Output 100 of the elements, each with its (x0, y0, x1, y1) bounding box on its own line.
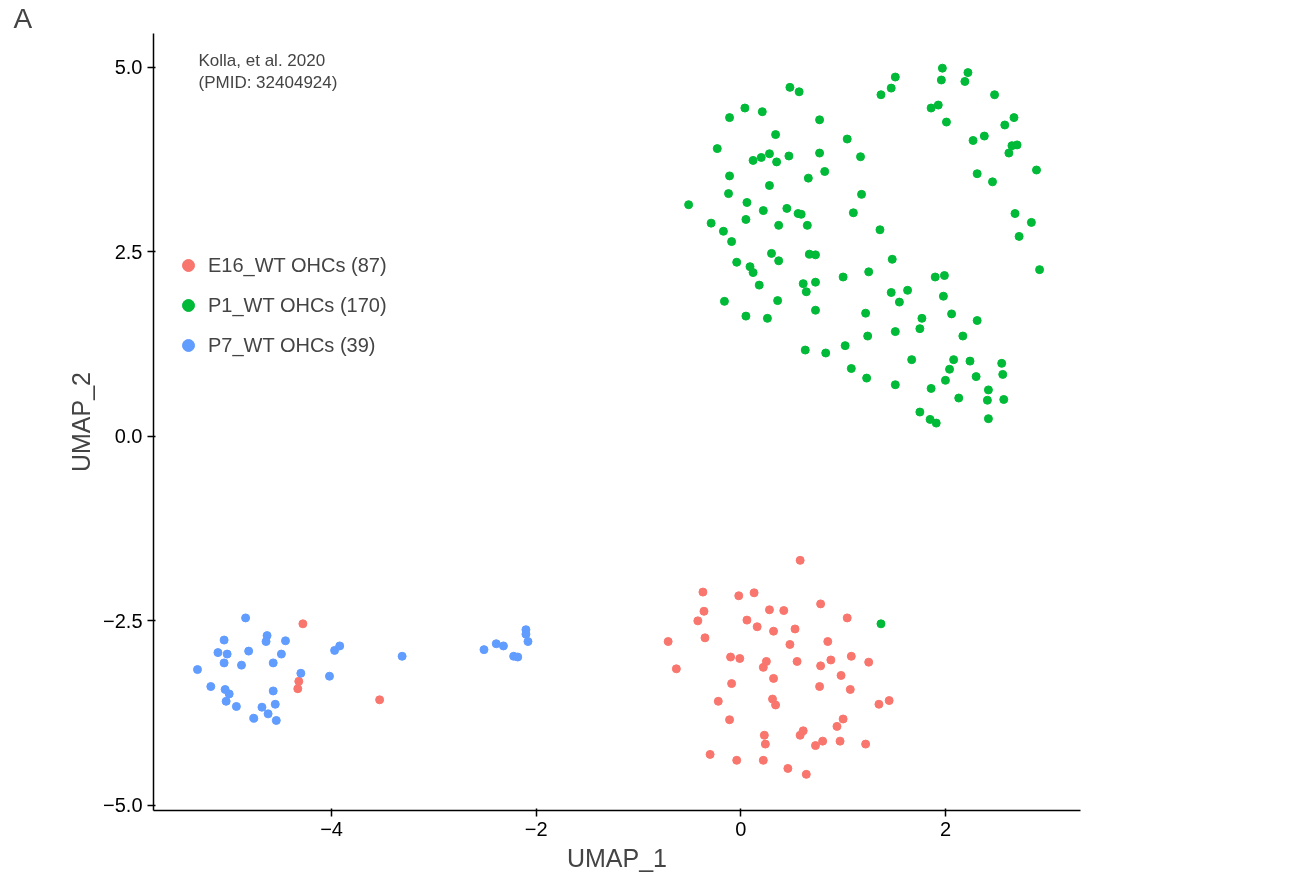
point (705, 749, 715, 759)
point (823, 637, 833, 647)
legend-label: P1_WT OHCs (170) (208, 293, 387, 317)
point (795, 730, 805, 740)
y-tick-label: 0.0 (114, 425, 143, 448)
point (268, 686, 278, 696)
point (280, 636, 290, 646)
point (725, 715, 735, 725)
point (811, 741, 820, 751)
point (699, 606, 709, 616)
point (231, 701, 241, 711)
point (726, 652, 736, 662)
point (479, 645, 489, 655)
text: A (13, 2, 33, 34)
y-tick-label: 2.5 (114, 240, 143, 263)
point (261, 637, 271, 647)
point (263, 709, 273, 719)
point (884, 696, 894, 706)
point (700, 633, 710, 643)
point (842, 613, 852, 623)
x-tick-label: 2 (939, 817, 951, 840)
point (735, 654, 745, 663)
point (375, 695, 385, 705)
point (513, 652, 523, 662)
point (832, 721, 842, 731)
point (795, 555, 805, 565)
point (838, 714, 848, 724)
point (236, 660, 246, 670)
point (270, 699, 280, 709)
point (818, 736, 828, 746)
y-axis-title: UMAP_2 (67, 371, 96, 473)
point (758, 755, 768, 765)
point (298, 619, 308, 629)
point (222, 649, 232, 659)
point (861, 739, 871, 749)
point (523, 637, 533, 647)
point (213, 648, 223, 658)
point (498, 641, 508, 651)
point (693, 616, 703, 626)
point (764, 605, 774, 615)
point (324, 671, 334, 681)
point (221, 696, 231, 706)
point (732, 755, 742, 765)
point (206, 682, 216, 692)
y-tick-label: 5.0 (114, 56, 143, 79)
point (241, 613, 251, 623)
point (276, 649, 286, 659)
point (491, 639, 501, 649)
legend-label: P7_WT OHCs (39) (208, 333, 376, 357)
x-tick-label: −4 (320, 817, 343, 840)
point (769, 673, 779, 683)
point (249, 713, 259, 723)
point (397, 651, 407, 661)
point (845, 684, 855, 694)
point (752, 622, 762, 632)
point (293, 684, 303, 694)
x-tick-label: 0 (735, 817, 747, 840)
point (698, 587, 708, 597)
point (815, 682, 825, 692)
y-tick-label: −5.0 (103, 794, 143, 817)
point (713, 696, 723, 706)
point (193, 665, 202, 675)
point (335, 641, 345, 651)
point (874, 699, 884, 709)
point (296, 668, 306, 678)
point (816, 599, 826, 609)
point (742, 615, 752, 625)
point (749, 588, 759, 598)
point (257, 702, 267, 712)
point (864, 657, 874, 667)
point (219, 658, 229, 668)
point (783, 763, 793, 773)
y-tick-label: −2.5 (103, 609, 143, 632)
point (219, 635, 229, 645)
point (734, 591, 744, 601)
point (727, 679, 737, 689)
point (792, 656, 802, 666)
point (244, 646, 254, 656)
point (816, 661, 826, 671)
point (224, 689, 234, 699)
point (836, 670, 846, 680)
point (760, 739, 770, 749)
point (771, 700, 781, 710)
point (826, 655, 836, 665)
point (663, 637, 673, 647)
point (835, 736, 845, 746)
annotation: Kolla, et al. 2020 (PMID: 32404924) (198, 50, 338, 93)
point (671, 664, 681, 674)
x-axis-title: UMAP_1 (566, 843, 668, 872)
point (790, 624, 800, 634)
point (769, 626, 779, 636)
point (801, 769, 811, 779)
legend-label: E16_WT OHCs (87) (208, 253, 387, 277)
point (271, 715, 281, 725)
point (268, 658, 278, 668)
x-tick-label: −2 (524, 817, 548, 840)
point (785, 639, 795, 649)
point (758, 662, 768, 672)
point (759, 730, 769, 740)
point (846, 651, 856, 661)
